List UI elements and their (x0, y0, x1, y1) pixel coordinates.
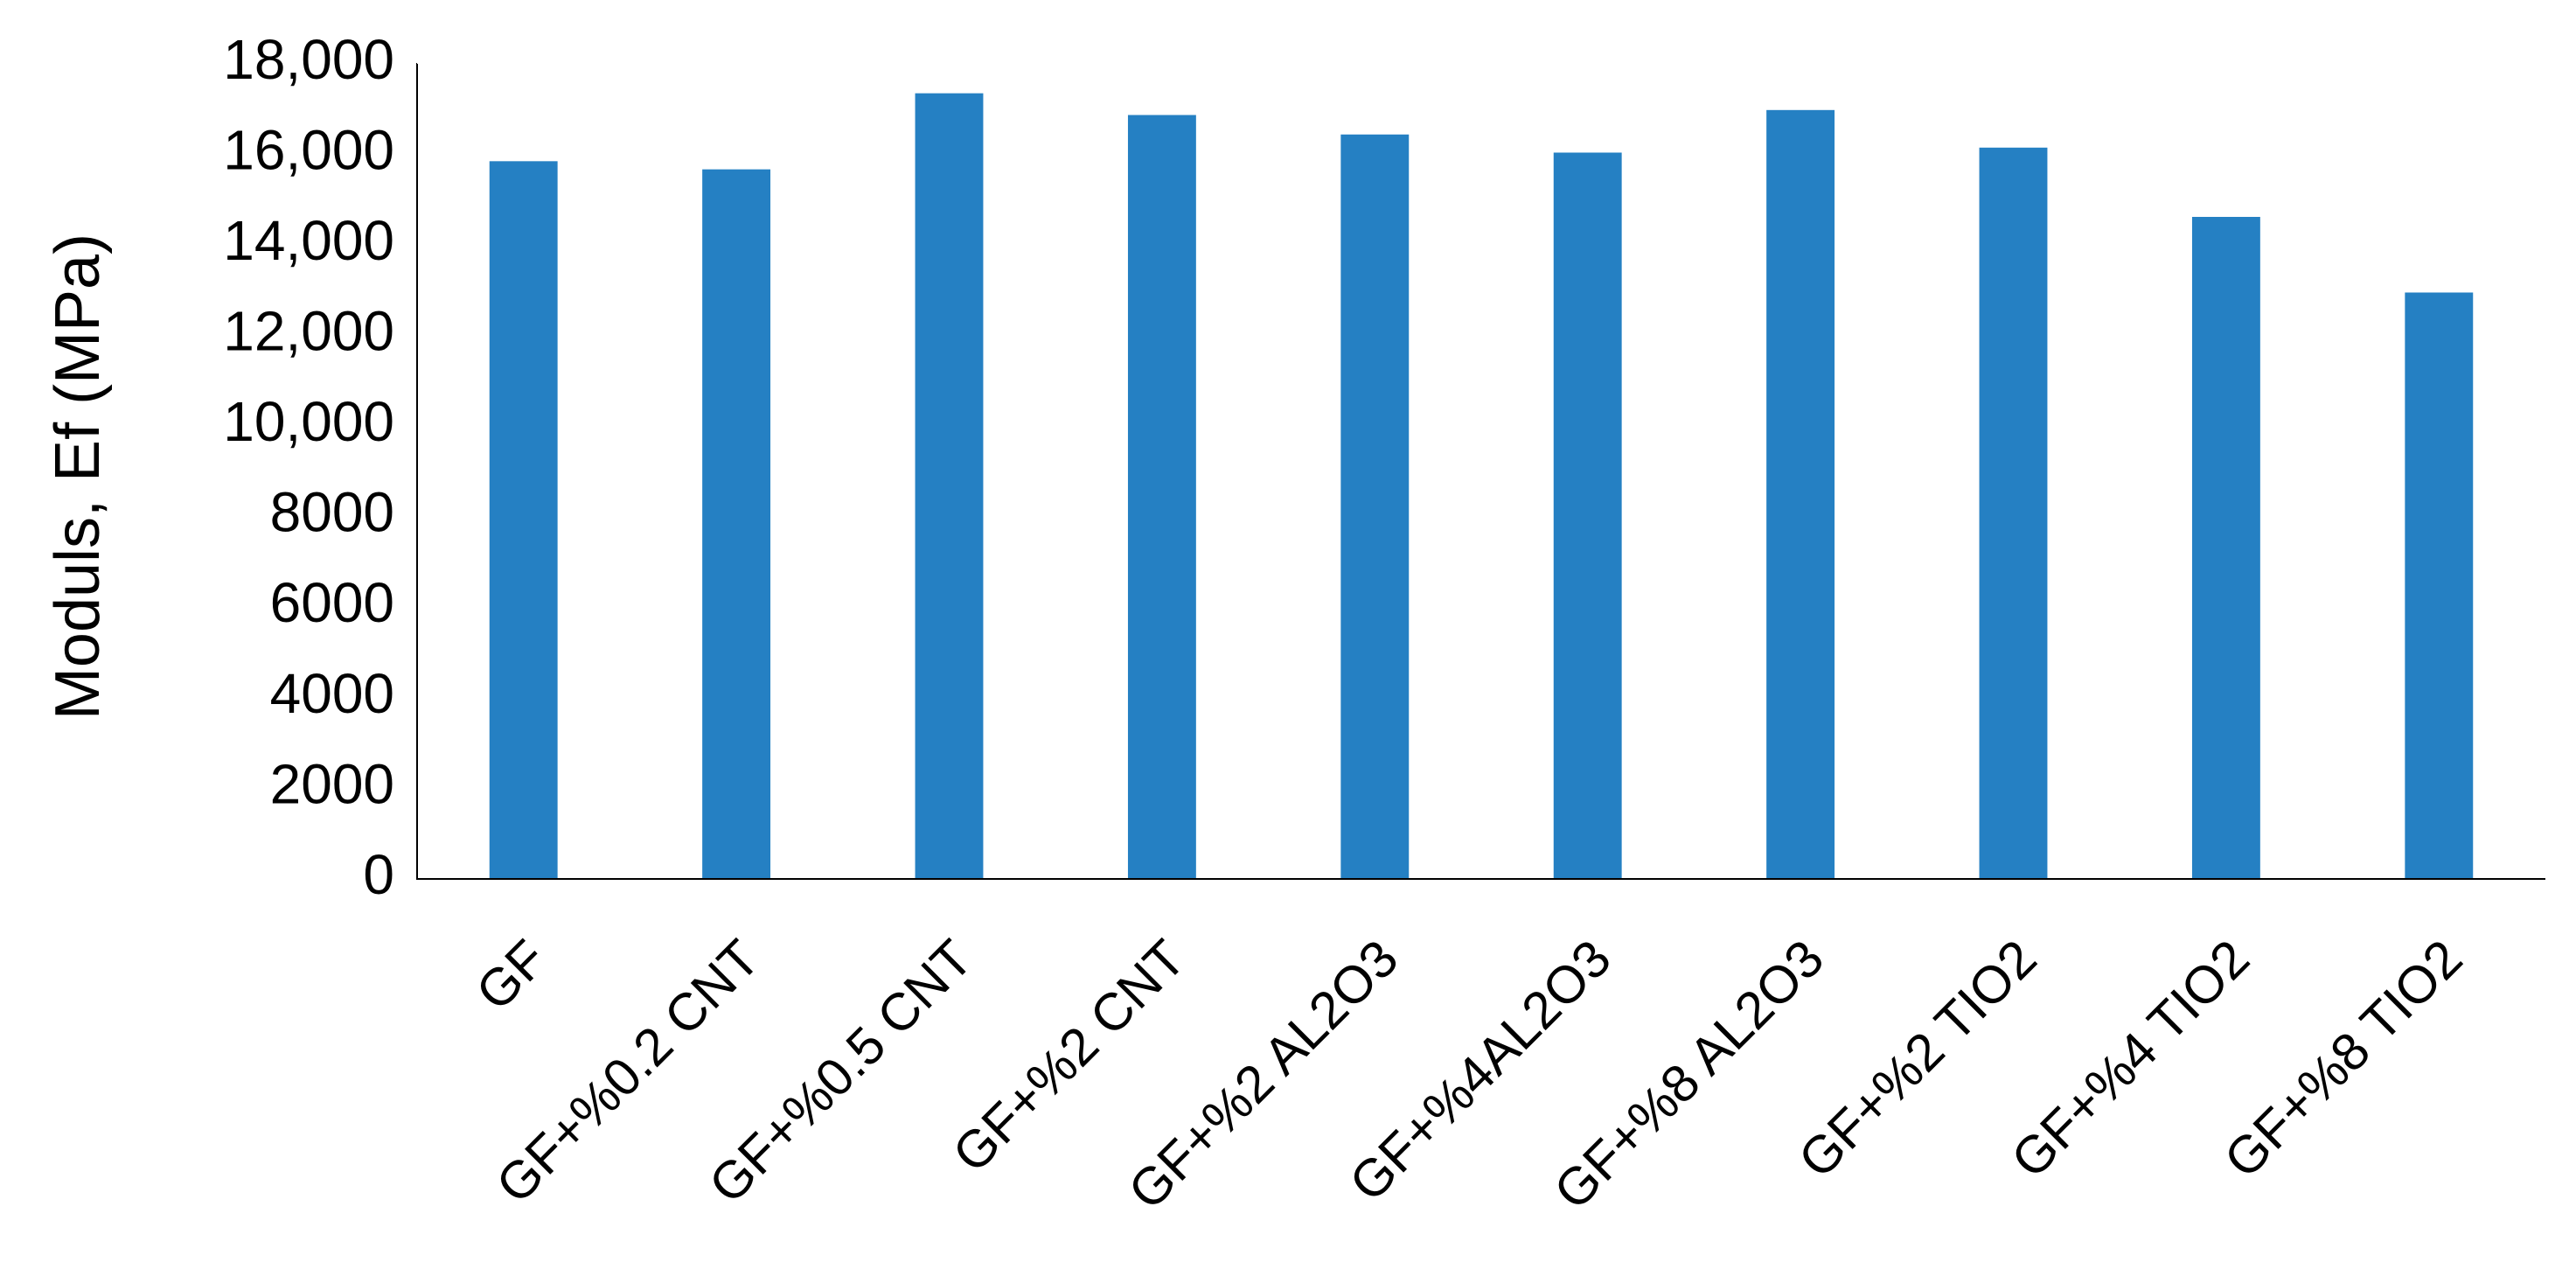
bar (1340, 134, 1410, 880)
bar (2405, 292, 2474, 879)
y-tick-label: 4000 (270, 662, 394, 725)
bar (1553, 152, 1622, 880)
y-tick-label: 6000 (270, 571, 394, 634)
y-tick-label: 10,000 (223, 390, 394, 453)
y-tick-label: 14,000 (223, 209, 394, 272)
bar (489, 161, 558, 880)
bar (702, 169, 771, 880)
y-tick-label: 0 (363, 843, 394, 906)
bar (2191, 217, 2260, 879)
bar (1766, 109, 1835, 879)
y-tick-label: 18,000 (223, 28, 394, 91)
y-tick-label: 8000 (270, 481, 394, 544)
y-tick-label: 2000 (270, 752, 394, 815)
y-axis-title: Moduls, Ef (MPa) (43, 234, 113, 720)
bar (915, 93, 984, 879)
bar (1979, 147, 2048, 880)
bar (1127, 115, 1196, 879)
y-tick-label: 12,000 (223, 300, 394, 363)
y-tick-label: 16,000 (223, 118, 394, 181)
x-tick-label: GF (465, 929, 558, 1021)
